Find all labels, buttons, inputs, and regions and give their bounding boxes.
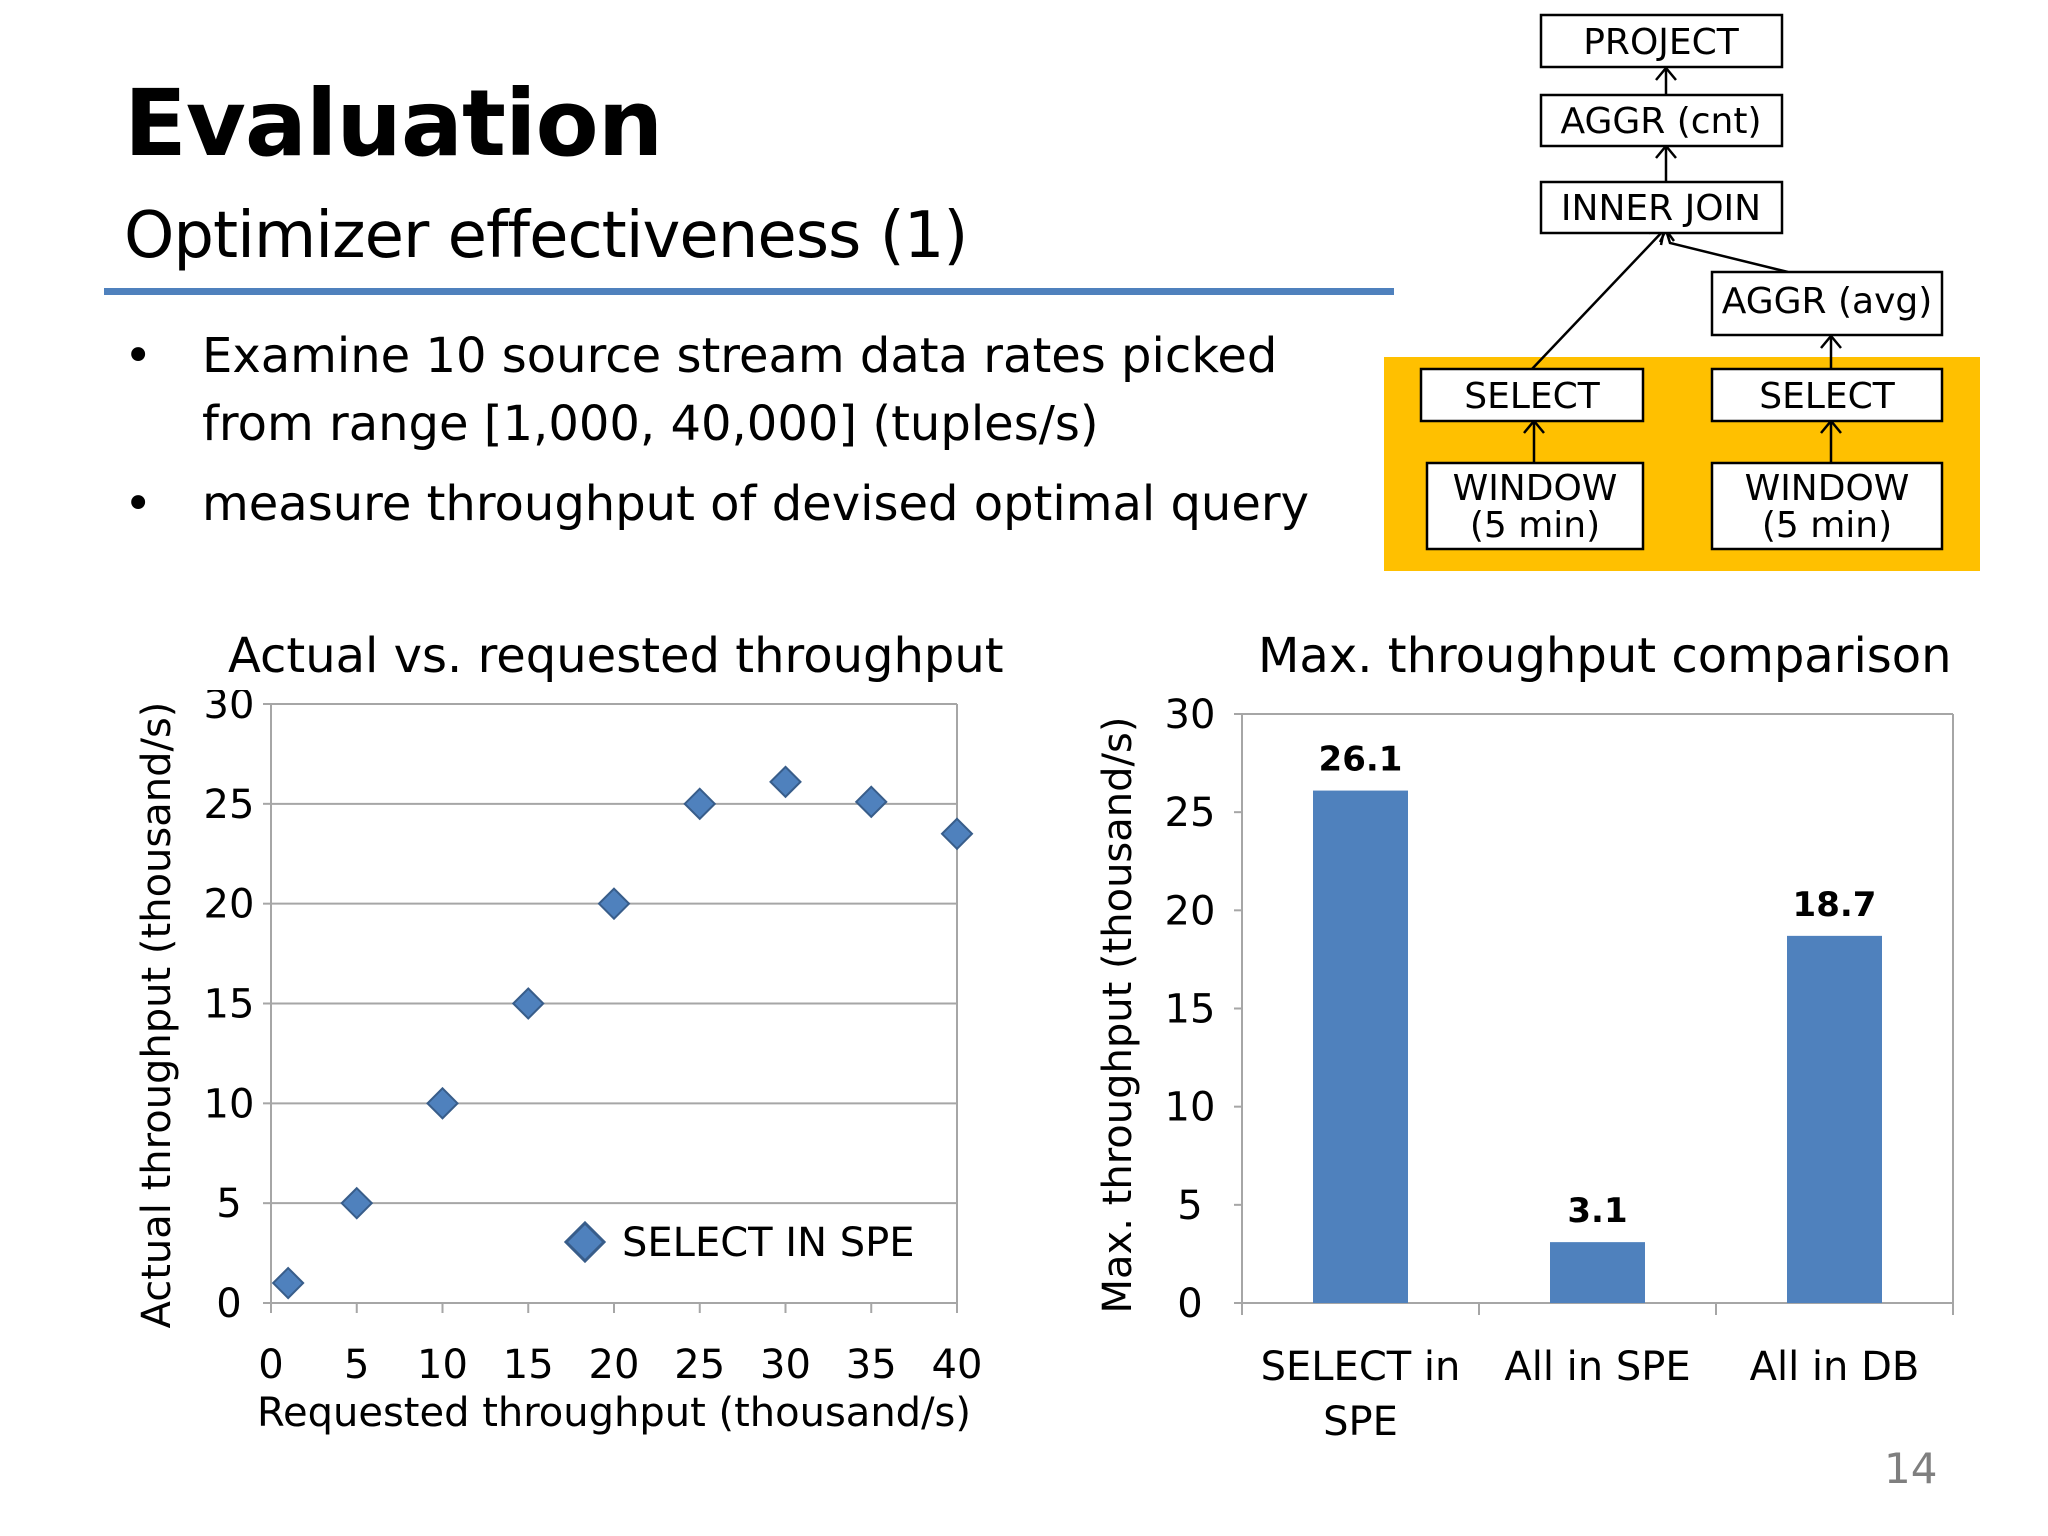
x-tick-label: 10 <box>417 1342 468 1388</box>
scatter-chart-title: Actual vs. requested throughput <box>228 628 1004 684</box>
query-plan-diagram: PROJECT AGGR (cnt) INNER JOIN AGGR (avg)… <box>1384 13 1980 571</box>
node-project: PROJECT <box>1539 13 1784 69</box>
y-tick-label: 25 <box>204 782 255 828</box>
node-window-right: WINDOW (5 min) <box>1710 461 1944 551</box>
bar <box>1787 935 1882 1303</box>
y-tick-label: 25 <box>1165 790 1216 836</box>
category-label: All in SPE <box>1504 1344 1690 1390</box>
scatter-point <box>426 1086 459 1120</box>
y-axis-label: Actual throughput (thousand/s) <box>134 702 180 1329</box>
scatter-point <box>340 1186 374 1220</box>
y-tick-label: 10 <box>204 1081 255 1127</box>
x-tick-label: 20 <box>589 1342 640 1388</box>
y-tick-label: 20 <box>204 882 255 928</box>
bar <box>1313 790 1408 1303</box>
node-label-line2: (5 min) <box>1470 505 1600 546</box>
bar-chart-title: Max. throughput comparison <box>1258 628 1952 684</box>
legend-label: SELECT IN SPE <box>622 1220 915 1266</box>
y-tick-label: 5 <box>216 1181 241 1227</box>
category-label: SPE <box>1323 1399 1398 1445</box>
slide-title: Evaluation <box>124 70 663 177</box>
y-axis-label: Max. throughput (thousand/s) <box>1095 717 1141 1314</box>
x-tick-label: 40 <box>932 1342 983 1388</box>
node-label: SELECT <box>1464 376 1601 417</box>
x-tick-label: 5 <box>344 1342 369 1388</box>
bullet-text: Examine 10 source stream data rates pick… <box>202 328 1278 452</box>
x-tick-label: 15 <box>503 1342 554 1388</box>
y-tick-label: 0 <box>216 1281 241 1327</box>
bar <box>1550 1242 1645 1303</box>
bullet-list: • Examine 10 source stream data rates pi… <box>124 322 1364 550</box>
node-label: PROJECT <box>1583 22 1740 63</box>
bullet-item: • measure throughput of devised optimal … <box>124 470 1364 538</box>
x-axis-label: Requested throughput (thousand/s) <box>257 1390 971 1436</box>
node-label-line1: WINDOW <box>1453 468 1618 509</box>
scatter-point <box>940 817 974 851</box>
page-number: 14 <box>1884 1444 1938 1493</box>
edge-aggr-avg-to-join <box>1664 229 1789 274</box>
slide-subtitle: Optimizer effectiveness (1) <box>124 199 968 273</box>
node-label: AGGR (cnt) <box>1560 101 1761 142</box>
node-aggr-avg: AGGR (avg) <box>1710 270 1944 337</box>
node-label: INNER JOIN <box>1561 188 1761 229</box>
bar-data-label: 3.1 <box>1567 1191 1627 1231</box>
y-tick-label: 30 <box>204 690 255 728</box>
edge-select-to-join <box>1531 229 1665 370</box>
y-tick-label: 15 <box>1165 987 1216 1033</box>
y-tick-label: 20 <box>1165 888 1216 934</box>
node-aggr-cnt: AGGR (cnt) <box>1539 93 1784 148</box>
category-label: All in DB <box>1750 1344 1920 1390</box>
bar-data-label: 18.7 <box>1793 885 1877 925</box>
x-tick-label: 0 <box>258 1342 283 1388</box>
x-tick-label: 25 <box>674 1342 725 1388</box>
y-tick-label: 15 <box>204 982 255 1028</box>
node-inner-join: INNER JOIN <box>1539 180 1784 235</box>
scatter-point <box>597 887 631 921</box>
scatter-point <box>854 785 888 819</box>
scatter-point <box>511 987 545 1020</box>
scatter-point <box>683 787 717 821</box>
node-label: SELECT <box>1759 376 1896 417</box>
bar-data-label: 26.1 <box>1319 740 1403 780</box>
node-label: AGGR (avg) <box>1722 281 1933 322</box>
bullet-dot: • <box>124 328 153 384</box>
scatter-point <box>769 765 802 799</box>
x-tick-label: 35 <box>846 1342 897 1388</box>
bullet-item: • Examine 10 source stream data rates pi… <box>124 322 1364 458</box>
y-tick-label: 30 <box>1165 692 1216 738</box>
y-tick-label: 10 <box>1165 1085 1216 1131</box>
node-window-left: WINDOW (5 min) <box>1425 461 1645 551</box>
y-tick-label: 5 <box>1177 1183 1202 1229</box>
x-tick-label: 30 <box>760 1342 811 1388</box>
bullet-text: measure throughput of devised optimal qu… <box>202 476 1310 532</box>
y-tick-label: 0 <box>1177 1281 1202 1327</box>
node-select-right: SELECT <box>1710 367 1944 423</box>
node-label-line1: WINDOW <box>1745 468 1910 509</box>
node-label-line2: (5 min) <box>1762 505 1892 546</box>
node-select-left: SELECT <box>1419 367 1645 423</box>
title-divider <box>104 288 1394 295</box>
bar-chart: 0 5 10 15 20 25 30 26.1 SELECT in SPE 3.1 All in SP… <box>1095 692 1954 1445</box>
legend-marker <box>563 1220 607 1264</box>
category-label: SELECT in <box>1261 1344 1461 1390</box>
scatter-point <box>271 1266 305 1300</box>
bullet-dot: • <box>124 476 153 532</box>
